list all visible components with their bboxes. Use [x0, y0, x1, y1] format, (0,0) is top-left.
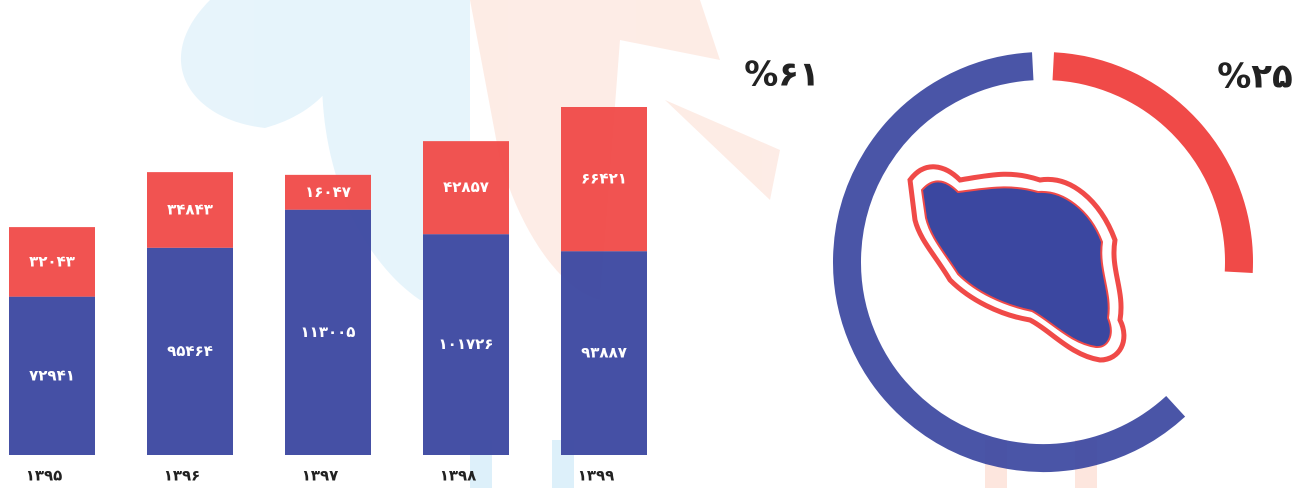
percent-label: %۶۱: [744, 55, 820, 95]
value-label: ۱۱۳۰۰۵: [301, 323, 356, 341]
x-tick-label: ۱۳۹۹: [578, 467, 615, 485]
bar-segment: [147, 172, 233, 248]
bar-segment: [561, 251, 647, 455]
value-label: ۱۰۱۷۲۶: [439, 335, 494, 353]
bar-segment: [285, 174, 371, 210]
x-tick-label: ۱۳۹۸: [440, 467, 477, 485]
value-label: ۹۳۸۸۷: [581, 344, 627, 362]
value-label: ۱۶۰۴۷: [305, 183, 351, 201]
bar-segment: [9, 296, 95, 455]
bar-segment: [285, 209, 371, 455]
bar-segment: [423, 234, 509, 455]
iran-map: [907, 164, 1127, 363]
bar-segment: [561, 107, 647, 252]
watermark-shape: [180, 0, 352, 128]
percent-label: %۲۵: [1217, 57, 1293, 97]
watermark-shape: [665, 100, 780, 200]
bar-segment: [147, 247, 233, 455]
value-label: ۶۶۴۲۱: [581, 170, 627, 188]
bar-segment: [423, 141, 509, 235]
donut-arc: [1052, 52, 1253, 273]
value-label: ۷۲۹۴۱: [29, 366, 75, 384]
value-label: ۳۲۰۴۳: [29, 252, 75, 270]
value-label: ۳۴۸۴۳: [167, 200, 213, 218]
value-label: ۴۲۸۵۷: [443, 178, 489, 196]
x-tick-label: ۱۳۹۵: [26, 467, 63, 485]
bar-segment: [9, 227, 95, 297]
value-label: ۹۵۴۶۴: [167, 342, 213, 360]
map: [920, 180, 1112, 349]
donut-arc: [833, 52, 1186, 472]
x-tick-label: ۱۳۹۷: [302, 467, 339, 485]
x-tick-label: ۱۳۹۶: [164, 467, 201, 485]
